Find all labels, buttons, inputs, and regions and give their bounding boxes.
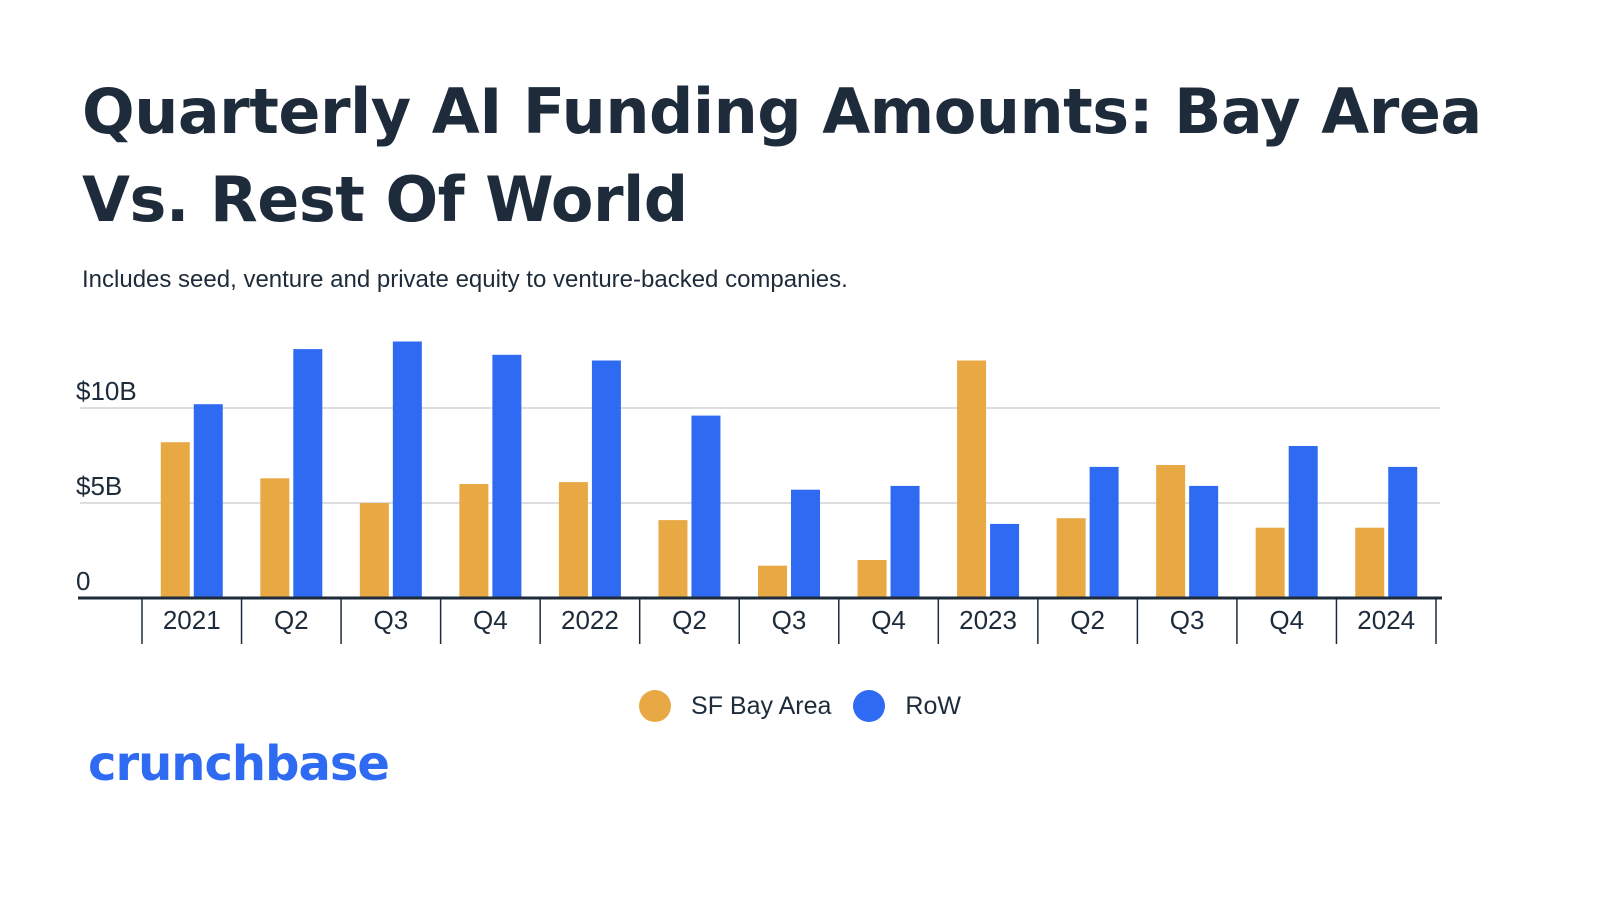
bar-row	[1089, 466, 1119, 598]
x-tick-label: 2024	[1357, 605, 1415, 635]
legend-label-bay-area: SF Bay Area	[691, 691, 832, 720]
x-tick-label: Q4	[473, 605, 508, 635]
x-tick-label: Q2	[672, 605, 707, 635]
x-tick-label: Q3	[772, 605, 807, 635]
bar-bay-area	[558, 482, 588, 598]
bar-bay-area	[160, 442, 190, 598]
chart-title: Quarterly AI Funding Amounts: Bay Area V…	[82, 75, 1482, 236]
x-axis	[78, 596, 1442, 644]
bar-row	[1388, 466, 1418, 598]
bar-bay-area	[459, 484, 489, 598]
bar-bay-area	[260, 478, 290, 598]
bars	[160, 341, 1418, 598]
bar-bay-area	[758, 565, 787, 598]
x-tick-label: Q4	[871, 605, 906, 635]
x-tick-label: Q4	[1269, 605, 1304, 635]
legend-label-row: RoW	[905, 691, 961, 720]
x-tick-label: 2021	[163, 605, 221, 635]
y-tick-label: $5B	[76, 471, 122, 501]
bar-bay-area	[1355, 527, 1385, 598]
bar-row	[691, 415, 721, 598]
bar-bay-area	[857, 560, 887, 598]
x-tick-label: Q2	[1070, 605, 1105, 635]
legend-swatch-row	[853, 690, 886, 722]
bar-bay-area	[658, 520, 688, 598]
x-tick-label: 2022	[561, 605, 619, 635]
bar-chart: 0$5B$10B 2021 Q2 Q3 Q4 2022 Q2 Q3 Q4 2023 Q2 Q3 Q4 2…	[76, 341, 1442, 644]
bar-row	[990, 523, 1020, 598]
x-tick-label: Q3	[374, 605, 409, 635]
bar-row	[193, 404, 223, 598]
bar-bay-area	[1056, 518, 1086, 598]
y-axis-labels: 0 $5B $10B	[76, 376, 137, 596]
bar-row	[591, 360, 621, 598]
x-axis-labels: 2021 Q2 Q3 Q4 2022 Q2 Q3 Q4 2023 Q2 Q3 Q4 2024	[163, 605, 1415, 635]
chart-subtitle: Includes seed, venture and private equit…	[82, 266, 848, 293]
bar-row	[791, 489, 820, 598]
x-tick-label: Q2	[274, 605, 309, 635]
y-tick-label: 0	[76, 566, 90, 596]
bar-bay-area	[1255, 527, 1285, 598]
bar-bay-area	[957, 360, 987, 598]
x-tick-label: 2023	[959, 605, 1017, 635]
bar-bay-area	[1156, 465, 1186, 598]
bar-row	[1189, 485, 1219, 598]
legend: SF Bay Area RoW	[0, 690, 1600, 722]
bar-row	[293, 349, 323, 598]
bar-row	[492, 354, 522, 598]
legend-item-bay-area: SF Bay Area	[639, 690, 831, 722]
x-tick-label: Q3	[1170, 605, 1205, 635]
legend-item-row: RoW	[853, 690, 961, 722]
crunchbase-logo: crunchbase	[88, 736, 390, 792]
bar-bay-area	[359, 503, 389, 598]
legend-swatch-bay-area	[639, 690, 672, 722]
bar-row	[890, 485, 920, 598]
y-tick-label: $10B	[76, 376, 137, 406]
bar-row	[1288, 446, 1318, 598]
bar-row	[392, 341, 422, 598]
